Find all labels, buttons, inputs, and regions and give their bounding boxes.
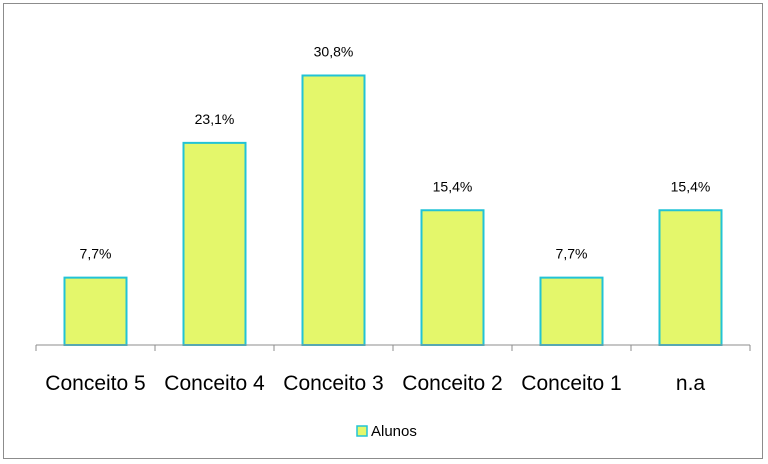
data-label: 7,7% bbox=[80, 246, 112, 262]
bars-layer bbox=[63, 74, 723, 346]
bar-conceito-4 bbox=[182, 141, 247, 346]
data-label: 7,7% bbox=[556, 246, 588, 262]
bar-conceito-1 bbox=[539, 276, 604, 346]
data-label: 15,4% bbox=[671, 178, 711, 194]
bar-conceito-2 bbox=[420, 209, 485, 346]
x-tick-label: Conceito 5 bbox=[45, 372, 145, 395]
x-tick-label: n.a bbox=[676, 372, 706, 395]
x-axis-ticks bbox=[35, 345, 751, 351]
x-axis-tick-labels: Conceito 5 Conceito 4 Conceito 3 Conceito 2… bbox=[45, 372, 705, 395]
x-tick-label: Conceito 4 bbox=[164, 372, 265, 395]
legend-swatch bbox=[356, 425, 368, 437]
legend: Alunos bbox=[356, 423, 417, 440]
x-tick-label: Conceito 3 bbox=[283, 372, 383, 395]
bar-conceito-3 bbox=[301, 74, 366, 346]
data-label: 15,4% bbox=[433, 178, 473, 194]
data-label: 30,8% bbox=[314, 44, 354, 60]
bar-conceito-5 bbox=[63, 276, 128, 346]
data-labels: 7,7% 23,1% 30,8% 15,4% 7,7% 15,4% bbox=[80, 44, 711, 262]
x-tick-label: Conceito 2 bbox=[402, 372, 502, 395]
data-label: 23,1% bbox=[195, 111, 235, 127]
bar-n-a bbox=[658, 209, 723, 346]
legend-label-alunos: Alunos bbox=[371, 423, 417, 440]
x-tick-label: Conceito 1 bbox=[521, 372, 621, 395]
chart-frame bbox=[3, 3, 763, 459]
